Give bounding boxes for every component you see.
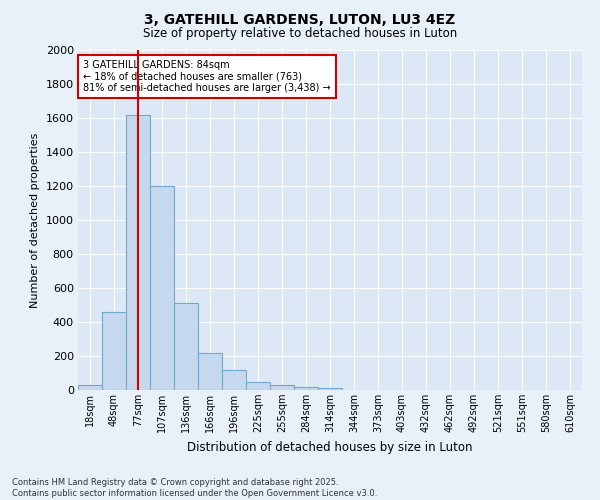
Text: 3 GATEHILL GARDENS: 84sqm
← 18% of detached houses are smaller (763)
81% of semi: 3 GATEHILL GARDENS: 84sqm ← 18% of detac…: [83, 60, 331, 94]
Bar: [78, 385, 102, 390]
Text: Size of property relative to detached houses in Luton: Size of property relative to detached ho…: [143, 28, 457, 40]
Bar: [318, 388, 342, 390]
X-axis label: Distribution of detached houses by size in Luton: Distribution of detached houses by size …: [187, 440, 473, 454]
Bar: [270, 385, 294, 390]
Bar: [222, 370, 246, 390]
Bar: [294, 386, 318, 390]
Bar: [246, 382, 270, 390]
Bar: [150, 186, 174, 390]
Bar: [126, 114, 150, 390]
Bar: [102, 312, 126, 390]
Bar: [198, 352, 222, 390]
Text: 3, GATEHILL GARDENS, LUTON, LU3 4EZ: 3, GATEHILL GARDENS, LUTON, LU3 4EZ: [145, 12, 455, 26]
Text: Contains HM Land Registry data © Crown copyright and database right 2025.
Contai: Contains HM Land Registry data © Crown c…: [12, 478, 377, 498]
Y-axis label: Number of detached properties: Number of detached properties: [30, 132, 40, 308]
Bar: [174, 304, 198, 390]
